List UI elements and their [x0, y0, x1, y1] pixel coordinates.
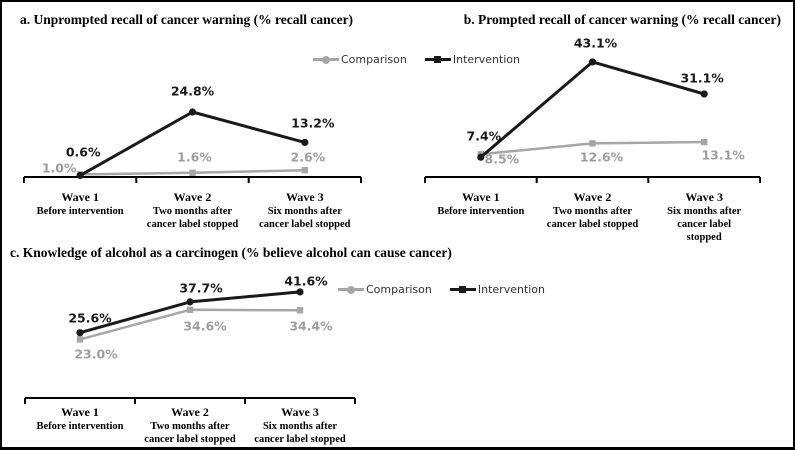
legend-top: Comparison Intervention	[313, 53, 520, 66]
marker-intervention-panel-c-1	[186, 298, 194, 306]
marker-comparison-panel-c-2	[296, 307, 304, 314]
marker-comparison-panel-c-0	[76, 336, 84, 343]
panel-b-title: b. Prompted recall of cancer warning (% …	[463, 12, 781, 27]
x-axis-panel-a	[23, 176, 362, 183]
x-axis-panel-b	[424, 176, 761, 183]
marker-intervention-panel-c-2	[296, 288, 304, 296]
legend-item-comparison: Comparison	[313, 53, 407, 66]
marker-intervention-panel-a-2	[301, 138, 309, 147]
legend-label-intervention: Intervention	[452, 53, 521, 66]
marker-comparison-panel-a-2	[301, 166, 309, 174]
panel-a-title: a. Unprompted recall of cancer warning (…	[20, 12, 354, 27]
legend-label-comparison: Comparison	[366, 283, 432, 296]
marker-comparison-panel-b-1	[589, 140, 596, 147]
intervention-marker-icon	[449, 285, 476, 294]
legend-label-intervention: Intervention	[477, 283, 546, 296]
intervention-marker-icon	[424, 55, 451, 64]
legend-item-intervention: Intervention	[449, 283, 546, 296]
marker-intervention-panel-c-0	[76, 329, 84, 337]
marker-intervention-panel-b-1	[588, 58, 597, 66]
legend-label-comparison: Comparison	[341, 53, 407, 66]
marker-comparison-panel-c-1	[186, 306, 194, 313]
series-line-intervention-panel-a	[78, 110, 307, 177]
legend-panel-c: Comparison Intervention	[338, 283, 545, 296]
marker-intervention-panel-a-1	[188, 108, 197, 116]
marker-intervention-panel-a-0	[76, 171, 84, 180]
comparison-marker-icon	[338, 285, 364, 294]
legend-item-intervention: Intervention	[424, 53, 521, 66]
panel-c-title: c. Knowledge of alcohol as a carcinogen …	[10, 245, 452, 260]
legend-item-comparison: Comparison	[338, 283, 432, 296]
marker-comparison-panel-a-1	[189, 169, 196, 177]
comparison-marker-icon	[313, 55, 339, 64]
x-axis-panel-c	[24, 397, 356, 404]
marker-intervention-panel-b-2	[700, 90, 708, 98]
marker-comparison-panel-b-2	[700, 138, 708, 146]
marker-intervention-panel-b-0	[477, 153, 485, 161]
